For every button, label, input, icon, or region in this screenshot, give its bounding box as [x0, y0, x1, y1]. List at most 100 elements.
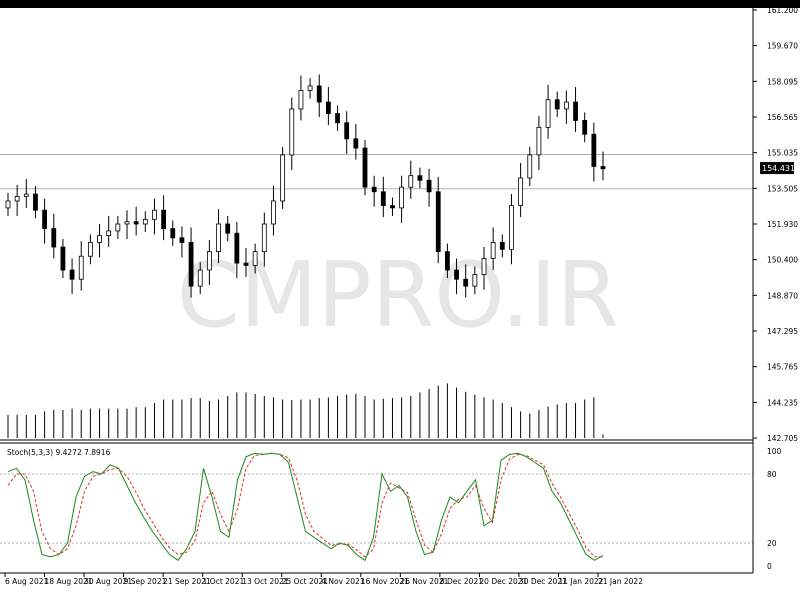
time-tick-label: 20 Dec 2021 [479, 577, 527, 586]
candle-body [536, 126, 542, 156]
stochastic-label: Stoch(5,3,3) 9.4272 7.8916 [7, 448, 111, 457]
candle-body [444, 251, 450, 271]
candle-body [179, 237, 185, 243]
price-tick-label: 151.930 [767, 220, 798, 229]
time-tick-label: 30 Dec 2021 [519, 577, 567, 586]
candlestick [454, 258, 459, 295]
candle-body [435, 191, 441, 253]
stoch-tick-label: 0 [767, 562, 772, 571]
candle-body [573, 101, 578, 121]
candle-body [591, 133, 597, 167]
candlestick [316, 74, 322, 117]
price-tick-label: 158.095 [767, 77, 798, 86]
candlestick [179, 226, 185, 258]
candle-body [133, 221, 139, 225]
candle-body [115, 223, 121, 232]
candle-body [600, 166, 606, 170]
candle-body [481, 258, 487, 276]
price-tick-label: 147.295 [767, 327, 798, 336]
candlestick [527, 146, 533, 187]
price-tick-label: 148.870 [767, 291, 798, 300]
candlestick [353, 123, 359, 160]
candlestick [444, 243, 450, 279]
candlestick [509, 194, 514, 265]
candlestick [225, 215, 231, 242]
candlestick [289, 97, 295, 170]
time-tick-label: 30 Aug 2021 [84, 577, 132, 586]
candle-body [582, 120, 588, 135]
candlestick [261, 212, 267, 267]
stoch-main-line [7, 452, 604, 562]
candlestick [33, 186, 38, 219]
candle-body [170, 228, 176, 239]
current-price-label: 154.431 [762, 164, 795, 173]
candlestick [362, 140, 368, 196]
candle-body [5, 200, 11, 209]
candlestick [124, 210, 130, 239]
candlestick [97, 224, 102, 258]
candlestick [417, 167, 423, 189]
candlestick [390, 197, 395, 216]
candle-body [197, 269, 203, 287]
candlestick [545, 84, 551, 139]
candlestick [499, 234, 505, 258]
candlestick [197, 261, 203, 295]
time-tick-label: 9 Sep 2021 [124, 577, 167, 586]
candle-body [23, 193, 29, 197]
candle-body [399, 186, 405, 209]
candle-body [14, 195, 20, 202]
candle-body [362, 147, 368, 188]
candle-body [344, 122, 350, 140]
candlestick [518, 163, 524, 218]
candlestick [5, 192, 11, 216]
candle-body [509, 205, 514, 250]
candlestick [371, 175, 377, 207]
candle-body [335, 113, 340, 124]
price-tick-label: 155.035 [767, 149, 798, 158]
candlestick [573, 87, 578, 132]
stochastic-panel: Stoch(5,3,3) 9.4272 7.8916 [0, 448, 753, 562]
candlestick [170, 220, 176, 246]
watermark-text: CMPRO.IR [177, 243, 619, 348]
current-price-box [760, 162, 794, 175]
candle-body [353, 138, 359, 149]
candle-body [33, 193, 38, 211]
time-tick-label: 6 Aug 2021 [5, 577, 48, 586]
candle-body [51, 228, 57, 248]
candlestick [280, 146, 286, 210]
candlestick [307, 77, 313, 99]
candle-body [97, 235, 102, 243]
candle-body [60, 246, 66, 271]
candlestick [344, 111, 350, 154]
candle-body [252, 251, 258, 266]
candle-body [307, 85, 313, 91]
price-tick-label: 145.765 [767, 363, 798, 372]
candlestick [60, 238, 66, 279]
candle-body [69, 269, 75, 280]
time-tick-label: 16 Nov 2021 [361, 577, 409, 586]
candlestick [161, 195, 167, 241]
candlestick [14, 184, 20, 216]
candlestick [481, 247, 487, 290]
candlestick [206, 240, 212, 285]
time-tick-label: 13 Oct 2021 [242, 577, 289, 586]
candlestick [106, 215, 112, 248]
candle-body [563, 101, 569, 110]
stoch-signal-line [7, 452, 603, 558]
candlestick [133, 206, 139, 236]
time-tick-label: 1 Oct 2021 [203, 577, 245, 586]
candlestick [591, 122, 597, 182]
candlestick [582, 112, 588, 143]
time-tick-label: 21 Sep 2021 [163, 577, 211, 586]
candlestick [426, 168, 432, 207]
candle-body [243, 262, 249, 266]
candle-body [106, 230, 112, 236]
candle-body [316, 85, 322, 103]
candlestick [325, 87, 331, 126]
candlestick [51, 213, 57, 259]
candlestick [252, 243, 258, 274]
candle-body [390, 205, 395, 209]
price-tick-label: 153.505 [767, 184, 798, 193]
candlestick [87, 234, 93, 265]
